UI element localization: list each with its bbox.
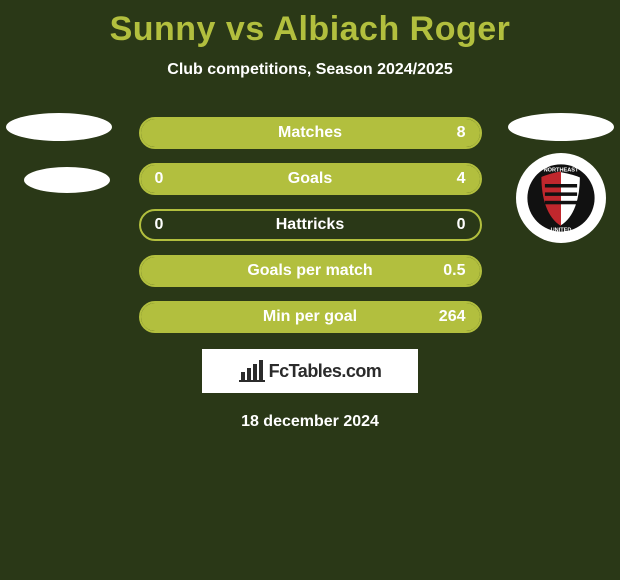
stat-label: Hattricks bbox=[276, 216, 344, 234]
stat-right-value: 0.5 bbox=[443, 262, 465, 280]
player-right-avatar: NORTHEAST UNITED bbox=[508, 109, 614, 215]
stat-right-value: 0 bbox=[457, 216, 466, 234]
stat-pill: Matches 8 bbox=[139, 117, 482, 149]
club-logo: NORTHEAST UNITED bbox=[516, 153, 606, 243]
stat-right-value: 264 bbox=[439, 308, 466, 326]
club-shield-icon: NORTHEAST UNITED bbox=[526, 163, 596, 233]
svg-text:UNITED: UNITED bbox=[551, 228, 572, 233]
brand-text: FcTables.com bbox=[269, 361, 382, 382]
stat-label: Min per goal bbox=[263, 308, 357, 326]
stat-left-value: 0 bbox=[155, 216, 164, 234]
stat-left-value: 0 bbox=[155, 170, 164, 188]
stat-label: Goals per match bbox=[247, 262, 372, 280]
snapshot-date: 18 december 2024 bbox=[0, 413, 620, 431]
stat-pill: 0 Hattricks 0 bbox=[139, 209, 482, 241]
stat-right-value: 4 bbox=[457, 170, 466, 188]
avatar-ellipse bbox=[24, 167, 110, 193]
stat-right-value: 8 bbox=[457, 124, 466, 142]
stat-label: Goals bbox=[288, 170, 332, 188]
bar-chart-icon bbox=[239, 360, 265, 382]
stat-pill: Goals per match 0.5 bbox=[139, 255, 482, 287]
avatar-ellipse bbox=[508, 113, 614, 141]
stat-label: Matches bbox=[278, 124, 342, 142]
stat-pill: Min per goal 264 bbox=[139, 301, 482, 333]
stats-area: NORTHEAST UNITED Matches 8 0 Goals 4 0 Hattric… bbox=[0, 117, 620, 333]
brand-box[interactable]: FcTables.com bbox=[202, 349, 418, 393]
comparison-subtitle: Club competitions, Season 2024/2025 bbox=[0, 61, 620, 79]
stat-pill: 0 Goals 4 bbox=[139, 163, 482, 195]
avatar-ellipse bbox=[6, 113, 112, 141]
comparison-title: Sunny vs Albiach Roger bbox=[0, 0, 620, 49]
svg-text:NORTHEAST: NORTHEAST bbox=[544, 167, 579, 173]
player-left-avatar bbox=[6, 109, 112, 215]
